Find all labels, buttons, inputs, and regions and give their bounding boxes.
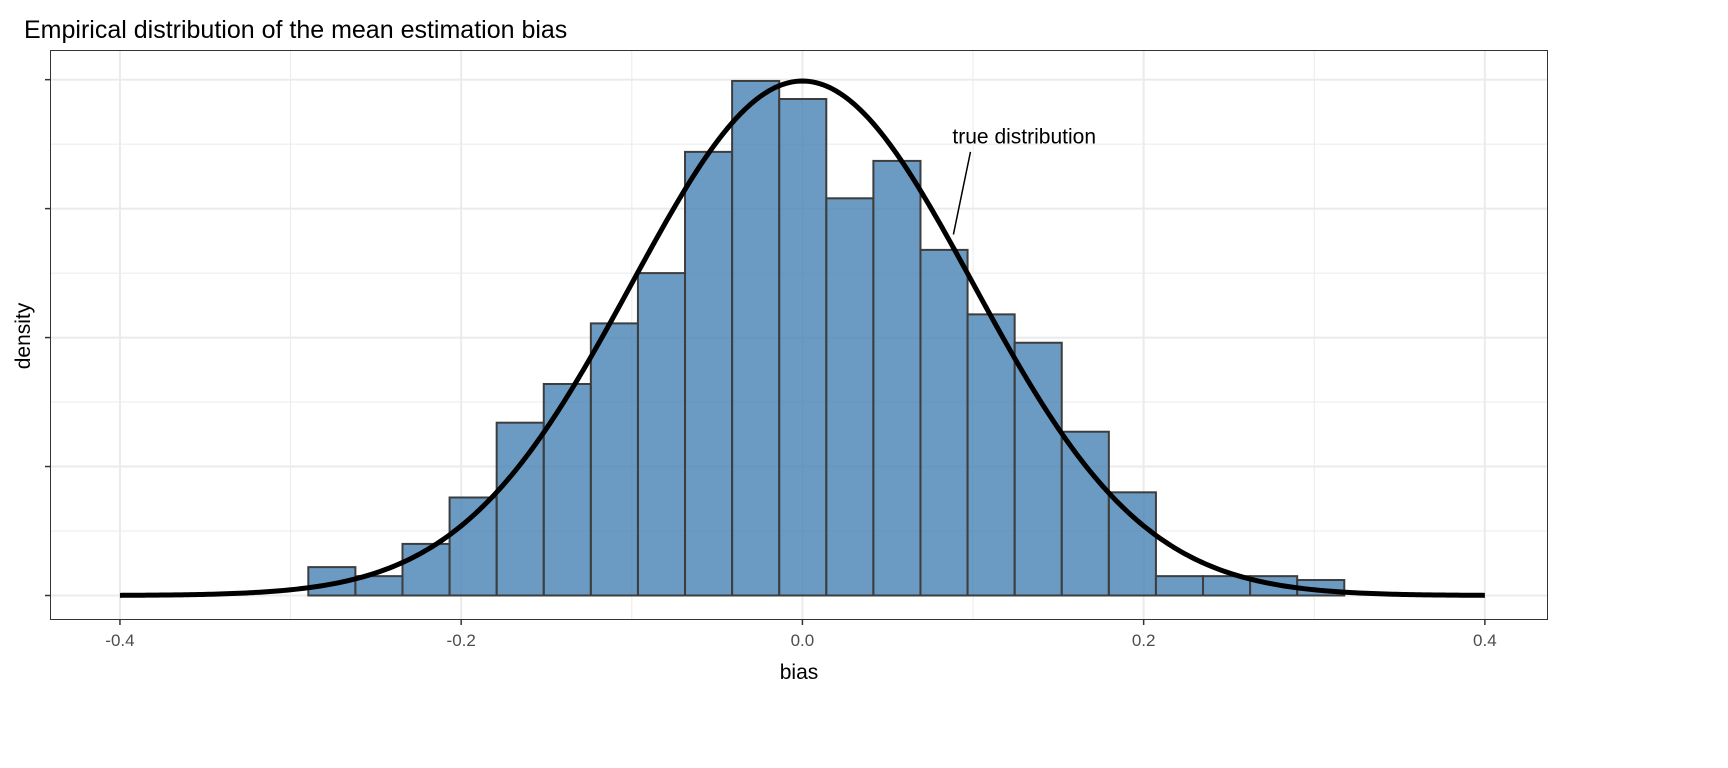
y-axis-ticks <box>45 78 50 597</box>
x-tick-label: 0.2 <box>1132 631 1156 650</box>
histogram-bar <box>684 150 734 597</box>
x-tick-label: -0.2 <box>447 631 476 650</box>
histogram-bar <box>825 197 875 597</box>
histogram-bar <box>1060 430 1110 597</box>
histogram-bar <box>872 159 922 597</box>
histogram-bar <box>495 421 545 597</box>
histogram-bar <box>1154 575 1205 597</box>
histogram-bar <box>636 272 687 597</box>
histogram-bar <box>448 496 498 597</box>
panel-border <box>50 50 1548 620</box>
histogram-bar <box>542 383 592 597</box>
annotation-label: true distribution <box>952 125 1096 148</box>
histogram-bar <box>1107 491 1157 597</box>
true-distribution-curve <box>119 78 1485 598</box>
histogram-bar <box>731 79 781 597</box>
histogram-bar <box>778 98 828 597</box>
histogram-bar <box>966 313 1016 597</box>
y-axis-label: density <box>12 302 35 369</box>
x-tick-label: 0.4 <box>1473 631 1497 650</box>
histogram-bar <box>589 322 639 597</box>
histogram-bars <box>307 79 1346 597</box>
x-axis-label: bias <box>780 661 819 684</box>
x-tick-label: 0.0 <box>791 631 815 650</box>
x-axis-ticks: -0.4 -0.2 0.0 0.2 0.4 <box>105 620 1497 650</box>
chart-title: Empirical distribution of the mean estim… <box>24 16 567 44</box>
annotation-pointer <box>952 151 972 235</box>
x-tick-label: -0.4 <box>105 631 134 650</box>
histogram-bar <box>919 248 969 597</box>
histogram-bar <box>1013 341 1063 597</box>
